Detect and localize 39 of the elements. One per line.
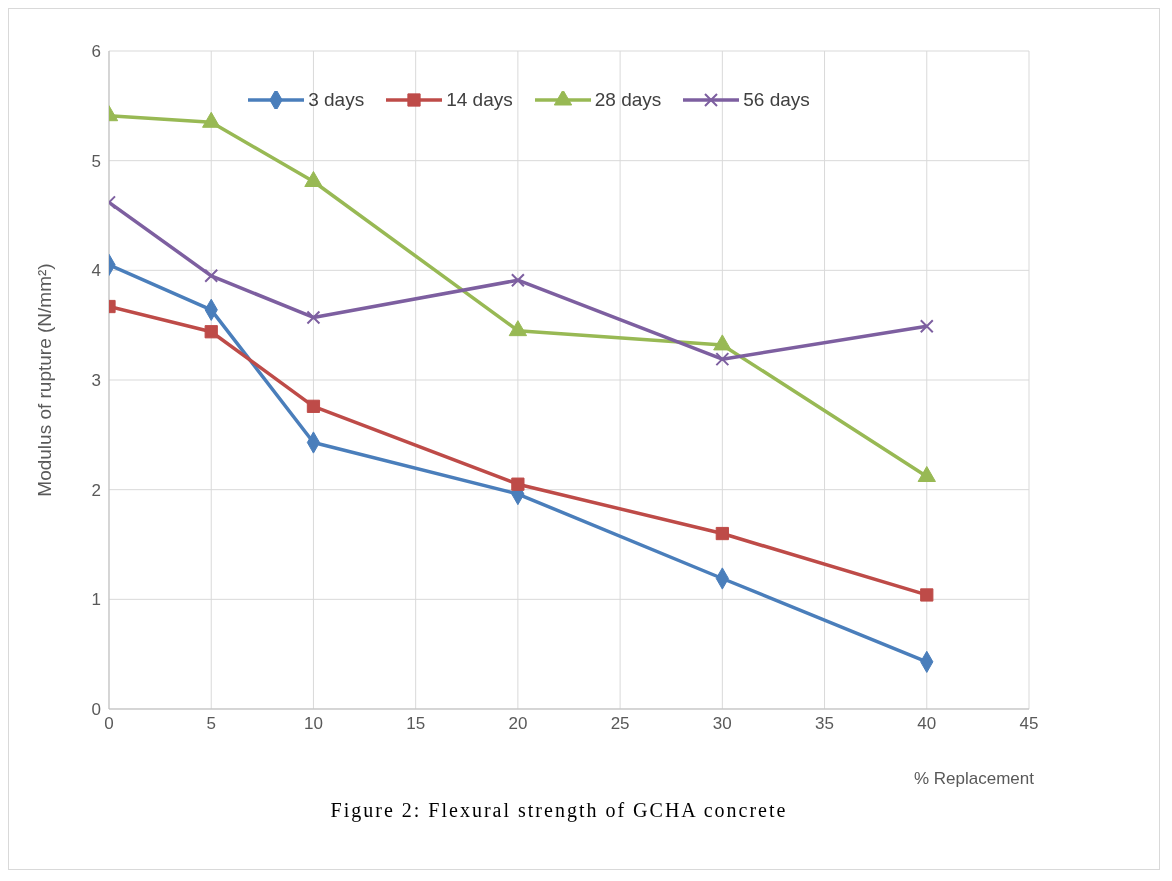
y-axis-title: Modulus of rupture (N/mm²)	[33, 263, 55, 497]
legend-label: 3 days	[307, 89, 365, 111]
legend-label: 28 days	[593, 89, 662, 111]
y-tick-label: 2	[91, 480, 101, 500]
y-tick-label: 6	[91, 42, 101, 62]
caption: Figure 2: Flexural strength of GCHA concrete	[329, 799, 789, 822]
point	[204, 325, 218, 339]
point	[715, 352, 730, 367]
point	[508, 320, 528, 337]
point	[920, 588, 934, 602]
x-axis-title: % Replacement	[913, 769, 1035, 788]
point	[715, 526, 729, 541]
point	[511, 477, 525, 491]
point	[713, 334, 732, 351]
x-tick-label: 15	[406, 714, 426, 734]
x-tick-label: 35	[815, 714, 835, 734]
point	[510, 273, 525, 288]
point	[917, 466, 936, 483]
x-tick-label: 40	[917, 714, 937, 734]
x-tick-label: 25	[610, 714, 630, 734]
x-tick-label: 0	[104, 714, 114, 734]
y-tick-label: 3	[91, 371, 101, 391]
legend-label: 56 days	[742, 89, 810, 111]
point	[204, 268, 219, 283]
y-tick-label: 0	[91, 700, 101, 720]
y-tick-label: 1	[91, 590, 101, 610]
point	[919, 319, 934, 334]
point	[306, 399, 321, 413]
x-tick-label: 20	[508, 714, 528, 734]
point	[304, 171, 323, 188]
x-tick-label: 45	[1019, 714, 1039, 734]
y-tick-label: 4	[91, 261, 101, 281]
x-tick-label: 30	[712, 714, 732, 734]
y-tick-label: 5	[91, 151, 101, 171]
x-tick-label: 10	[303, 714, 323, 734]
point	[306, 310, 321, 325]
x-tick-label: 5	[206, 714, 216, 734]
point	[202, 111, 221, 128]
legend-label: 14 days	[445, 89, 513, 111]
